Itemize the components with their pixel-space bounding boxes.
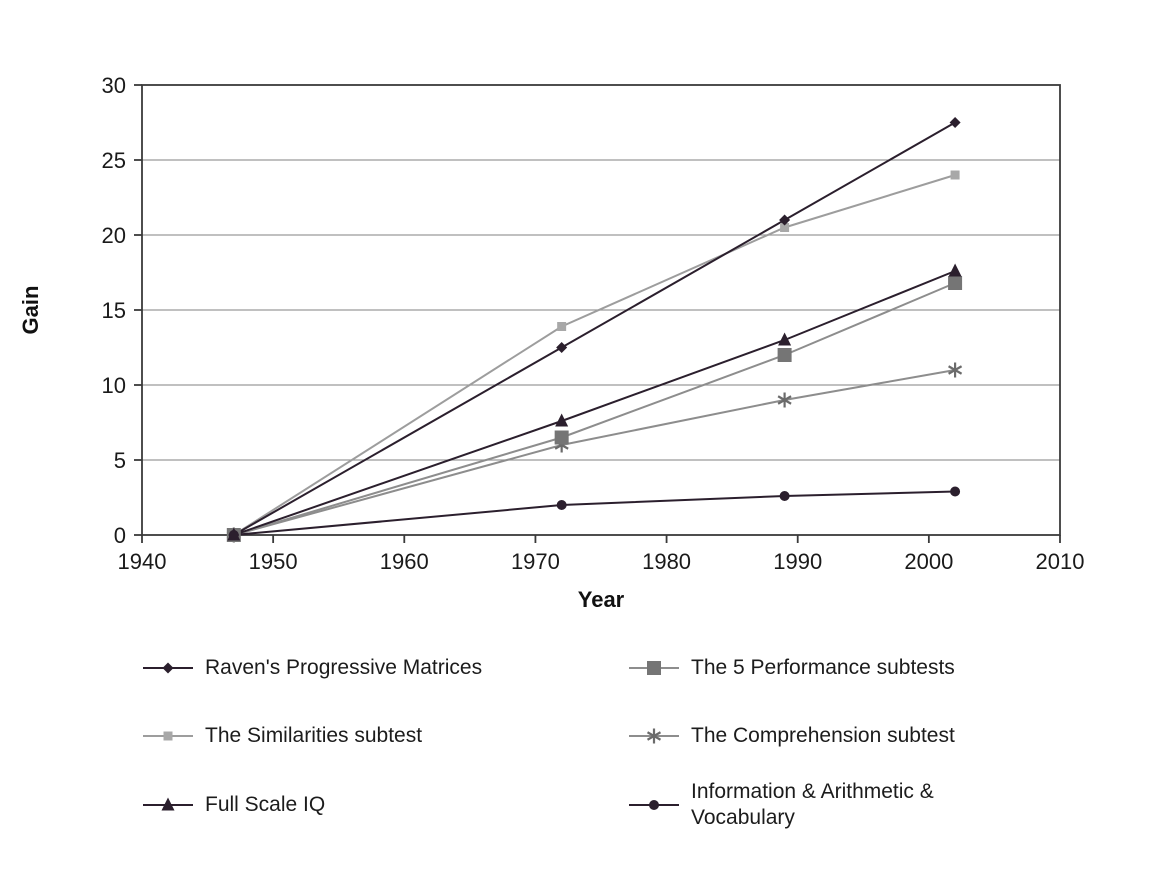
legend-item-information-arithmetic-vocabulary: Information & Arithmetic & Vocabulary	[628, 777, 1013, 833]
asterisk-marker-icon	[948, 362, 963, 378]
circle-marker-icon	[950, 486, 961, 497]
y-tick-label: 25	[102, 148, 126, 173]
diamond-marker-icon	[228, 529, 240, 541]
circle-marker-icon	[649, 800, 659, 810]
line-chart: 0 5 10 15 20 25 30 1940 1950 1960 1970 1980 1990 2000…	[18, 73, 1085, 612]
series-line	[233, 270, 956, 536]
legend-item-full-scale-iq: Full Scale IQ	[142, 790, 325, 820]
series-line	[233, 174, 956, 536]
asterisk-marker-icon	[646, 728, 662, 744]
x-tick-label: 1940	[118, 549, 167, 574]
series-line	[233, 121, 956, 536]
legend-item-comprehension-subtest: The Comprehension subtest	[628, 721, 955, 751]
x-tick-label: 2000	[904, 549, 953, 574]
x-axis-title: Year	[578, 587, 625, 612]
legend-item-5-performance-subtests: The 5 Performance subtests	[628, 653, 955, 683]
asterisk-marker-icon	[777, 392, 792, 408]
square-marker-icon	[163, 731, 173, 741]
x-tick-label: 1980	[642, 549, 691, 574]
x-tick-label: 1960	[380, 549, 429, 574]
circle-marker-icon	[779, 491, 790, 501]
circle-marker-icon	[629, 800, 679, 810]
legend-item-ravens-progressive-matrices: Raven's Progressive Matrices	[142, 653, 482, 683]
square-marker-icon	[950, 170, 960, 180]
y-tick-label: 0	[114, 523, 126, 548]
square-marker-icon	[629, 661, 679, 675]
square-marker-icon	[557, 322, 567, 331]
square-marker-icon	[948, 276, 963, 290]
y-axis-title: Gain	[18, 286, 43, 335]
square-marker-icon	[554, 430, 569, 445]
legend-label: Information & Arithmetic & Vocabulary	[691, 780, 934, 829]
diamond-marker-icon	[162, 662, 174, 674]
legend-label: The Similarities subtest	[205, 724, 423, 747]
square-marker-icon	[780, 223, 790, 232]
small-square-marker-icon	[143, 731, 193, 741]
y-tick-label: 10	[102, 373, 126, 398]
legend-item-similarities-subtest: The Similarities subtest	[142, 721, 422, 751]
diamond-marker-icon	[949, 117, 961, 128]
diamond-marker-icon	[779, 214, 791, 226]
x-tick-label: 1990	[773, 549, 822, 574]
y-tick-label: 5	[114, 448, 126, 473]
legend-label: Raven's Progressive Matrices	[205, 656, 483, 679]
square-marker-icon	[777, 348, 792, 362]
x-tick-label: 1970	[511, 549, 560, 574]
diamond-marker-icon	[556, 342, 568, 353]
y-tick-label: 15	[102, 298, 126, 323]
x-tick-label: 1950	[249, 549, 298, 574]
diamond-marker-icon	[143, 662, 193, 674]
legend-label: Full Scale IQ	[205, 793, 326, 816]
legend-label: The 5 Performance subtests	[691, 656, 955, 679]
chart-svg: 0 5 10 15 20 25 30 1940 1950 1960 1970 1980 1990 2000…	[18, 73, 1085, 612]
triangle-marker-icon	[143, 797, 193, 811]
triangle-marker-icon	[161, 797, 175, 811]
triangle-marker-icon	[778, 332, 792, 346]
legend-label: The Comprehension subtest	[691, 724, 955, 747]
y-tick-label: 20	[102, 223, 126, 248]
circle-marker-icon	[556, 500, 567, 510]
series-line	[233, 282, 956, 536]
series-line	[233, 369, 956, 536]
triangle-marker-icon	[555, 413, 569, 427]
series-line	[233, 490, 956, 536]
asterisk-marker-icon	[629, 728, 679, 744]
y-tick-label: 30	[102, 73, 126, 98]
square-marker-icon	[647, 661, 661, 675]
triangle-marker-icon	[948, 263, 962, 277]
x-tick-label: 2010	[1036, 549, 1085, 574]
